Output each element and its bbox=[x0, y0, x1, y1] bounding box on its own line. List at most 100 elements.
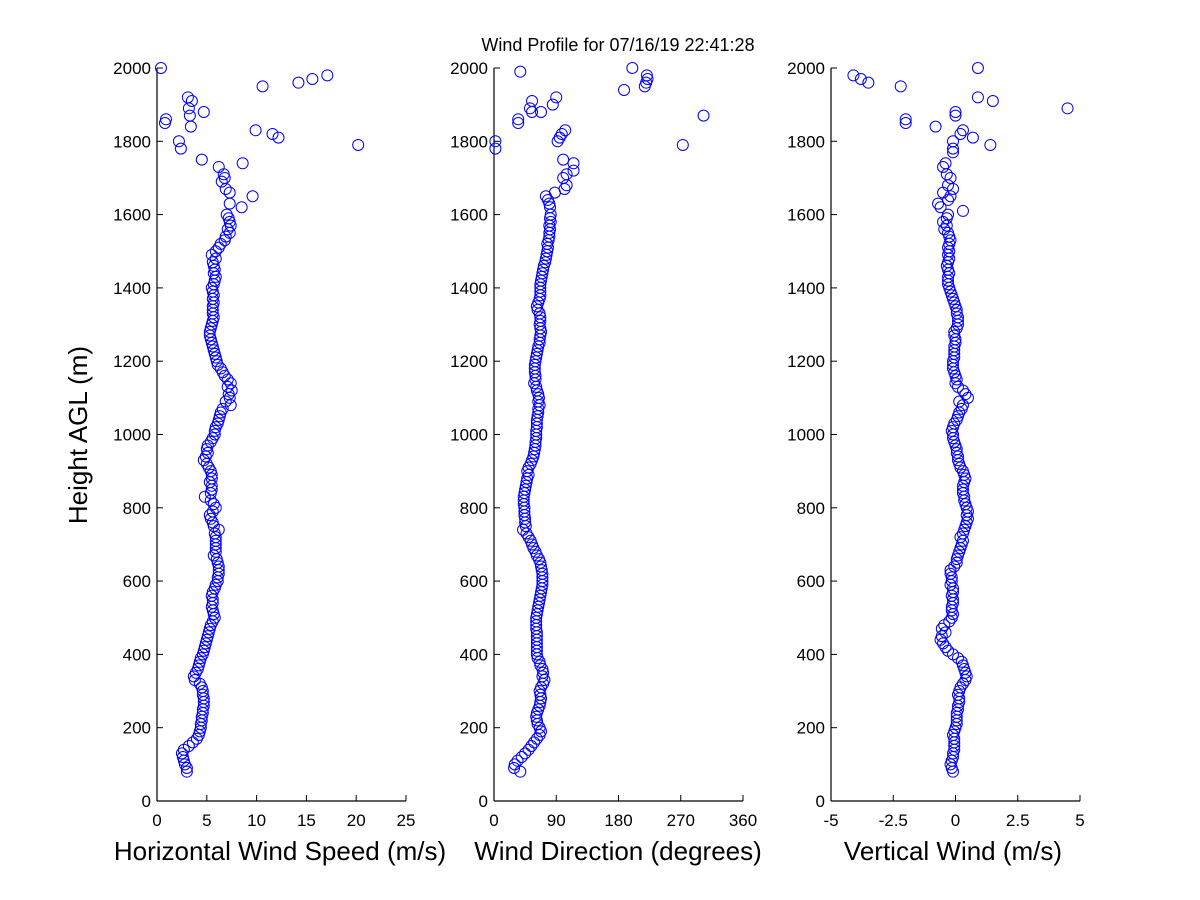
data-point-speed bbox=[223, 197, 236, 210]
y-tick-label-direction: 600 bbox=[460, 572, 488, 591]
data-point-speed bbox=[256, 80, 269, 93]
data-point-speed bbox=[246, 190, 259, 203]
data-point-speed bbox=[219, 395, 232, 408]
data-point-direction bbox=[508, 762, 521, 775]
data-point-speed bbox=[223, 215, 236, 228]
y-tick-label-speed: 600 bbox=[123, 572, 151, 591]
data-point-speed bbox=[199, 637, 212, 650]
data-point-speed bbox=[213, 410, 226, 423]
data-point-direction bbox=[489, 135, 502, 148]
x-tick-label-direction: 270 bbox=[667, 811, 695, 830]
data-point-direction bbox=[560, 168, 573, 181]
y-tick-label-vertical: 800 bbox=[797, 499, 825, 518]
y-tick-label-direction: 400 bbox=[460, 645, 488, 664]
data-point-speed bbox=[352, 138, 365, 151]
figure-title: Wind Profile for 07/16/19 22:41:28 bbox=[481, 35, 754, 55]
data-point-vertical bbox=[894, 80, 907, 93]
data-point-speed bbox=[206, 256, 219, 269]
x-tick-label-speed: 5 bbox=[202, 811, 211, 830]
y-tick-label-speed: 2000 bbox=[113, 59, 151, 78]
data-point-vertical bbox=[954, 127, 967, 140]
y-tick-label-vertical: 1800 bbox=[787, 132, 825, 151]
data-point-vertical bbox=[944, 567, 957, 580]
data-point-direction bbox=[534, 314, 547, 327]
data-point-direction bbox=[626, 62, 639, 74]
data-point-speed bbox=[208, 582, 221, 595]
y-tick-label-speed: 400 bbox=[123, 645, 151, 664]
data-point-speed bbox=[201, 439, 214, 452]
y-tick-label-speed: 800 bbox=[123, 499, 151, 518]
data-point-direction bbox=[534, 659, 547, 672]
data-point-direction bbox=[618, 83, 631, 96]
data-point-vertical bbox=[934, 201, 947, 214]
data-point-direction bbox=[512, 116, 525, 129]
y-tick-label-speed: 1200 bbox=[113, 352, 151, 371]
data-point-vertical bbox=[961, 391, 974, 404]
data-point-speed bbox=[154, 62, 167, 74]
data-point-speed bbox=[236, 157, 249, 170]
x-tick-label-vertical: 5 bbox=[1075, 811, 1084, 830]
x-tick-label-direction: 90 bbox=[547, 811, 566, 830]
data-point-vertical bbox=[944, 564, 957, 577]
data-point-vertical bbox=[956, 677, 969, 690]
data-point-speed bbox=[196, 648, 209, 661]
y-tick-label-direction: 1000 bbox=[450, 426, 488, 445]
y-tick-label-vertical: 600 bbox=[797, 572, 825, 591]
data-point-speed bbox=[183, 109, 196, 122]
data-point-speed bbox=[219, 230, 232, 243]
x-axis-label-speed: Horizontal Wind Speed (m/s) bbox=[114, 836, 446, 866]
data-point-direction bbox=[528, 736, 541, 749]
data-point-vertical bbox=[942, 644, 955, 657]
data-point-direction bbox=[489, 142, 502, 155]
data-point-speed bbox=[209, 252, 222, 265]
data-point-direction bbox=[525, 740, 538, 753]
data-point-speed bbox=[321, 69, 334, 82]
y-tick-label-vertical: 0 bbox=[816, 792, 825, 811]
data-point-direction bbox=[640, 69, 653, 82]
data-point-speed bbox=[216, 402, 229, 415]
data-point-speed bbox=[221, 380, 234, 393]
data-point-speed bbox=[207, 289, 220, 302]
data-point-speed bbox=[207, 344, 220, 357]
y-tick-label-vertical: 200 bbox=[797, 719, 825, 738]
y-tick-label-direction: 1800 bbox=[450, 132, 488, 151]
data-point-speed bbox=[182, 740, 195, 753]
data-point-vertical bbox=[943, 615, 956, 628]
data-point-direction bbox=[535, 564, 548, 577]
data-point-vertical bbox=[947, 182, 960, 195]
y-tick-label-direction: 200 bbox=[460, 719, 488, 738]
data-point-vertical bbox=[948, 560, 961, 573]
data-point-vertical bbox=[1061, 102, 1074, 115]
data-point-vertical bbox=[956, 483, 969, 496]
data-point-vertical bbox=[942, 179, 955, 192]
data-point-speed bbox=[205, 336, 218, 349]
data-point-vertical bbox=[939, 626, 952, 639]
data-point-speed bbox=[203, 509, 216, 522]
data-point-vertical bbox=[971, 91, 984, 104]
data-point-speed bbox=[186, 736, 199, 749]
y-tick-label-direction: 800 bbox=[460, 499, 488, 518]
y-tick-label-speed: 1400 bbox=[113, 279, 151, 298]
data-point-direction bbox=[526, 94, 539, 107]
data-point-vertical bbox=[956, 204, 969, 217]
data-point-speed bbox=[218, 171, 231, 184]
data-point-direction bbox=[641, 72, 654, 85]
data-point-speed bbox=[306, 72, 319, 85]
data-point-vertical bbox=[942, 226, 955, 239]
data-point-speed bbox=[208, 428, 221, 441]
data-point-direction bbox=[557, 171, 570, 184]
data-point-vertical bbox=[937, 637, 950, 650]
data-point-speed bbox=[292, 76, 305, 89]
data-point-speed bbox=[206, 340, 219, 353]
data-point-direction bbox=[535, 105, 548, 118]
data-point-direction bbox=[534, 311, 547, 324]
x-tick-label-direction: 0 bbox=[489, 811, 498, 830]
data-point-direction bbox=[544, 215, 557, 228]
data-point-vertical bbox=[986, 94, 999, 107]
data-point-speed bbox=[204, 512, 217, 525]
y-tick-label-direction: 1200 bbox=[450, 352, 488, 371]
x-tick-label-direction: 360 bbox=[729, 811, 757, 830]
data-point-vertical bbox=[932, 197, 945, 210]
data-point-direction bbox=[676, 138, 689, 151]
